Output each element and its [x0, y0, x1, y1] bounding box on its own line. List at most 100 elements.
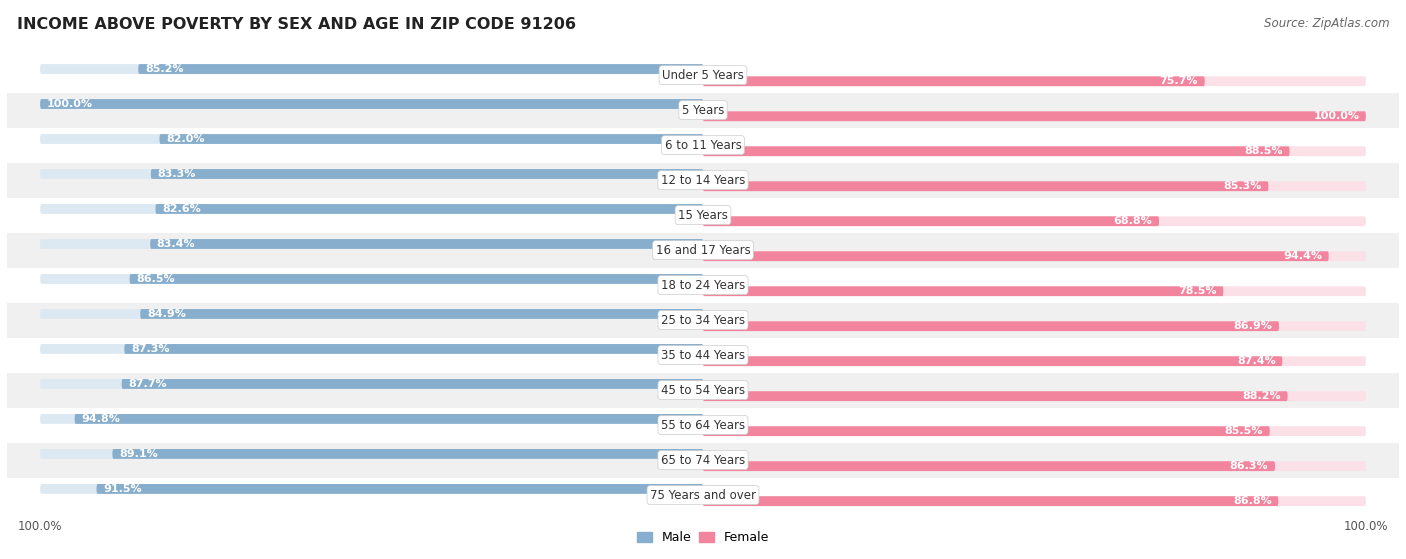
FancyBboxPatch shape — [7, 477, 1399, 513]
FancyBboxPatch shape — [703, 111, 1365, 121]
Text: 86.9%: 86.9% — [1233, 321, 1272, 331]
Text: 87.4%: 87.4% — [1237, 356, 1275, 366]
FancyBboxPatch shape — [7, 302, 1399, 338]
FancyBboxPatch shape — [7, 163, 1399, 198]
FancyBboxPatch shape — [41, 239, 703, 249]
FancyBboxPatch shape — [41, 309, 703, 319]
Text: 5 Years: 5 Years — [682, 103, 724, 117]
Text: 15 Years: 15 Years — [678, 209, 728, 221]
FancyBboxPatch shape — [41, 449, 703, 459]
Text: 35 to 44 Years: 35 to 44 Years — [661, 349, 745, 362]
Text: 86.8%: 86.8% — [1233, 496, 1271, 506]
FancyBboxPatch shape — [41, 134, 703, 144]
FancyBboxPatch shape — [703, 321, 1365, 331]
FancyBboxPatch shape — [703, 496, 1365, 506]
Text: 91.5%: 91.5% — [103, 484, 142, 494]
FancyBboxPatch shape — [41, 414, 703, 424]
FancyBboxPatch shape — [156, 204, 703, 214]
Text: 85.2%: 85.2% — [145, 64, 183, 74]
FancyBboxPatch shape — [703, 356, 1282, 366]
Text: 78.5%: 78.5% — [1178, 286, 1216, 296]
FancyBboxPatch shape — [703, 496, 1278, 506]
FancyBboxPatch shape — [703, 146, 1289, 156]
Text: 85.3%: 85.3% — [1223, 181, 1261, 191]
Text: 82.6%: 82.6% — [162, 204, 201, 214]
FancyBboxPatch shape — [150, 169, 703, 179]
FancyBboxPatch shape — [7, 93, 1399, 127]
FancyBboxPatch shape — [703, 216, 1365, 226]
Text: 45 to 54 Years: 45 to 54 Years — [661, 383, 745, 396]
FancyBboxPatch shape — [703, 146, 1365, 156]
Text: 75.7%: 75.7% — [1160, 76, 1198, 86]
FancyBboxPatch shape — [75, 414, 703, 424]
FancyBboxPatch shape — [141, 309, 703, 319]
FancyBboxPatch shape — [129, 274, 703, 284]
FancyBboxPatch shape — [41, 379, 703, 389]
FancyBboxPatch shape — [41, 204, 703, 214]
Text: 65 to 74 Years: 65 to 74 Years — [661, 453, 745, 467]
FancyBboxPatch shape — [112, 449, 703, 459]
FancyBboxPatch shape — [122, 379, 703, 389]
Text: 100.0%: 100.0% — [46, 99, 93, 109]
FancyBboxPatch shape — [138, 64, 703, 74]
Text: 84.9%: 84.9% — [146, 309, 186, 319]
FancyBboxPatch shape — [7, 372, 1399, 408]
FancyBboxPatch shape — [41, 99, 703, 109]
FancyBboxPatch shape — [124, 344, 703, 354]
FancyBboxPatch shape — [703, 391, 1288, 401]
FancyBboxPatch shape — [703, 427, 1365, 436]
Text: 94.4%: 94.4% — [1284, 251, 1322, 261]
FancyBboxPatch shape — [7, 443, 1399, 477]
FancyBboxPatch shape — [41, 64, 703, 74]
Text: 86.5%: 86.5% — [136, 274, 174, 284]
FancyBboxPatch shape — [703, 252, 1365, 261]
FancyBboxPatch shape — [703, 181, 1365, 191]
Text: 68.8%: 68.8% — [1114, 216, 1153, 226]
FancyBboxPatch shape — [703, 356, 1365, 366]
FancyBboxPatch shape — [41, 99, 703, 109]
Text: 86.3%: 86.3% — [1230, 461, 1268, 471]
Text: 89.1%: 89.1% — [120, 449, 157, 459]
Text: 12 to 14 Years: 12 to 14 Years — [661, 174, 745, 187]
Text: 82.0%: 82.0% — [166, 134, 205, 144]
FancyBboxPatch shape — [159, 134, 703, 144]
FancyBboxPatch shape — [97, 484, 703, 494]
FancyBboxPatch shape — [703, 286, 1365, 296]
FancyBboxPatch shape — [7, 408, 1399, 443]
Text: INCOME ABOVE POVERTY BY SEX AND AGE IN ZIP CODE 91206: INCOME ABOVE POVERTY BY SEX AND AGE IN Z… — [17, 17, 576, 32]
FancyBboxPatch shape — [703, 461, 1275, 471]
Text: Source: ZipAtlas.com: Source: ZipAtlas.com — [1264, 17, 1389, 30]
FancyBboxPatch shape — [7, 58, 1399, 93]
Text: 87.3%: 87.3% — [131, 344, 170, 354]
Text: 87.7%: 87.7% — [128, 379, 167, 389]
FancyBboxPatch shape — [41, 344, 703, 354]
Text: 16 and 17 Years: 16 and 17 Years — [655, 244, 751, 257]
FancyBboxPatch shape — [7, 268, 1399, 302]
Text: 18 to 24 Years: 18 to 24 Years — [661, 278, 745, 292]
FancyBboxPatch shape — [7, 338, 1399, 372]
FancyBboxPatch shape — [703, 111, 1365, 121]
FancyBboxPatch shape — [703, 77, 1365, 86]
FancyBboxPatch shape — [41, 484, 703, 494]
Text: 94.8%: 94.8% — [82, 414, 120, 424]
Text: Under 5 Years: Under 5 Years — [662, 69, 744, 82]
Text: 55 to 64 Years: 55 to 64 Years — [661, 419, 745, 432]
FancyBboxPatch shape — [150, 239, 703, 249]
FancyBboxPatch shape — [703, 286, 1223, 296]
FancyBboxPatch shape — [41, 169, 703, 179]
Text: 83.3%: 83.3% — [157, 169, 195, 179]
Text: 25 to 34 Years: 25 to 34 Years — [661, 314, 745, 326]
FancyBboxPatch shape — [703, 216, 1159, 226]
FancyBboxPatch shape — [703, 77, 1205, 86]
FancyBboxPatch shape — [703, 391, 1365, 401]
FancyBboxPatch shape — [703, 181, 1268, 191]
FancyBboxPatch shape — [41, 274, 703, 284]
Text: 85.5%: 85.5% — [1225, 426, 1263, 436]
FancyBboxPatch shape — [7, 127, 1399, 163]
Text: 83.4%: 83.4% — [157, 239, 195, 249]
FancyBboxPatch shape — [7, 233, 1399, 268]
FancyBboxPatch shape — [7, 198, 1399, 233]
Text: 88.2%: 88.2% — [1243, 391, 1281, 401]
Text: 88.5%: 88.5% — [1244, 146, 1282, 157]
Legend: Male, Female: Male, Female — [631, 526, 775, 549]
